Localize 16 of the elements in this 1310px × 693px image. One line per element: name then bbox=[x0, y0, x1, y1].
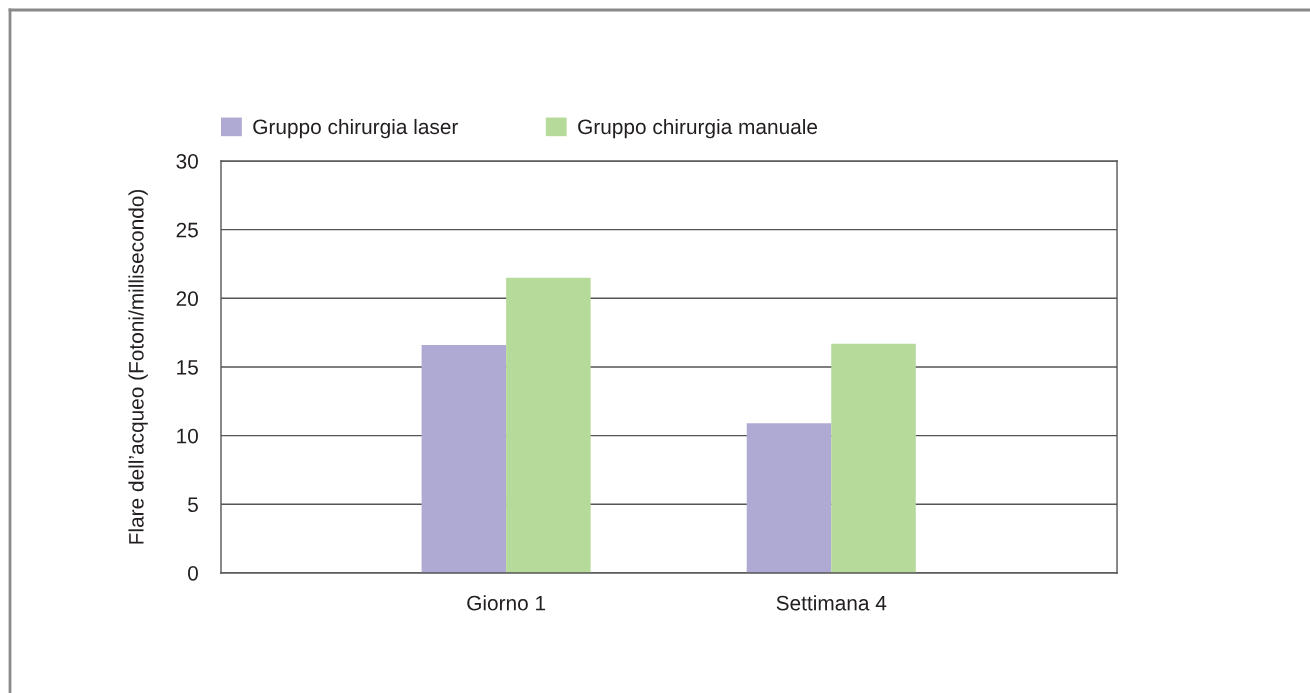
bar bbox=[831, 343, 916, 573]
y-axis-title: Flare dell’acqueo (Fotoni/millisecondo) bbox=[128, 189, 148, 544]
y-tick-label: 15 bbox=[177, 360, 198, 375]
legend-label: Gruppo chirurgia manuale bbox=[578, 118, 818, 139]
y-tick-label: 10 bbox=[177, 428, 198, 444]
x-tick-label: Settimana 4 bbox=[776, 595, 887, 611]
bar bbox=[506, 277, 591, 573]
y-tick-label: 30 bbox=[176, 153, 198, 169]
x-tick-label: Giorno 1 bbox=[467, 595, 546, 611]
legend-label: Gruppo chirurgia laser bbox=[253, 118, 459, 139]
y-tick-label: 5 bbox=[188, 497, 198, 513]
y-tick-label: 20 bbox=[176, 291, 198, 307]
bar bbox=[421, 345, 507, 573]
bar bbox=[746, 423, 832, 573]
y-tick-label: 0 bbox=[188, 565, 198, 581]
y-tick-label: 25 bbox=[176, 222, 198, 238]
